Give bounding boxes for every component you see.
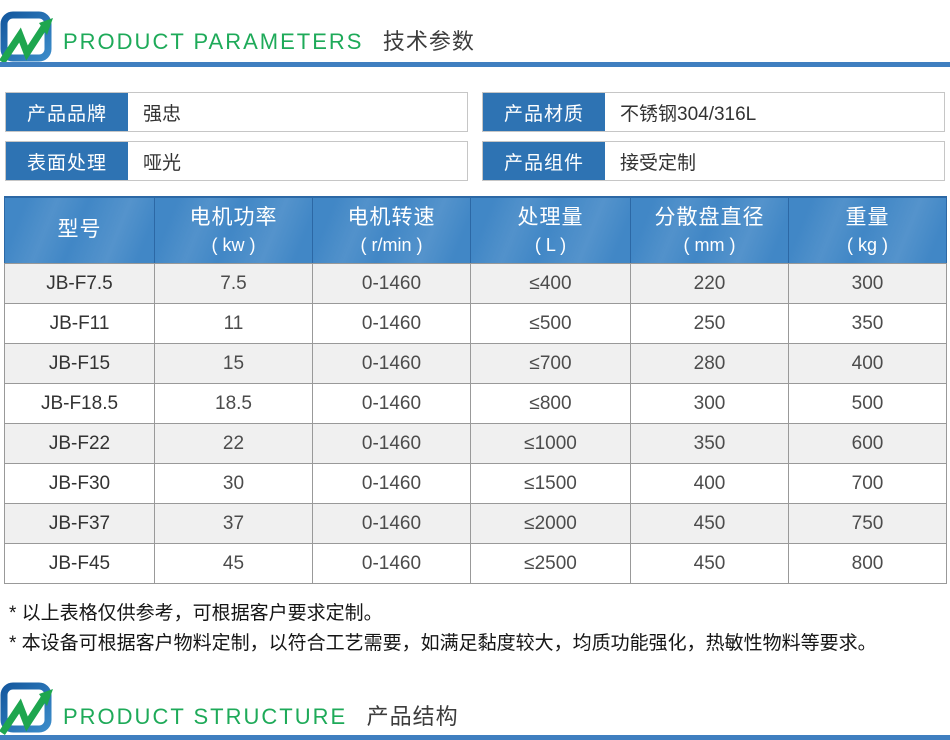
table-header-row: 型号 电机功率 ( kw ) 电机转速 ( r/min ) 处理量 ( L ) …	[4, 196, 947, 264]
table-cell: 0-1460	[312, 423, 471, 464]
table-cell: JB-F45	[4, 543, 155, 584]
info-field: 表面处理 哑光	[5, 141, 468, 181]
table-cell: 450	[630, 503, 789, 544]
info-field-label: 产品组件	[483, 142, 605, 180]
table-cell: 250	[630, 303, 789, 344]
table-cell: 450	[630, 543, 789, 584]
table-cell: 0-1460	[312, 463, 471, 504]
table-cell: 45	[154, 543, 313, 584]
section-divider-line	[0, 734, 950, 740]
table-row: JB-F11 11 0-1460 ≤500 250 350	[4, 303, 947, 344]
info-field: 产品品牌 强忠	[5, 92, 468, 132]
table-cell: 280	[630, 343, 789, 384]
table-cell: 11	[154, 303, 313, 344]
table-cell: ≤1000	[470, 423, 631, 464]
table-row: JB-F18.5 18.5 0-1460 ≤800 300 500	[4, 383, 947, 424]
spec-table-head: 型号 电机功率 ( kw ) 电机转速 ( r/min ) 处理量 ( L ) …	[4, 196, 947, 264]
info-grid: 产品品牌 强忠 产品材质 不锈钢304/316L 表面处理 哑光 产品组件 接受…	[5, 92, 945, 181]
table-cell: ≤400	[470, 263, 631, 304]
table-cell: ≤1500	[470, 463, 631, 504]
table-cell: 30	[154, 463, 313, 504]
table-cell: 18.5	[154, 383, 313, 424]
section-title-en: PRODUCT PARAMETERS	[63, 29, 364, 54]
table-header-cell: 型号	[4, 196, 155, 264]
table-cell: 400	[630, 463, 789, 504]
section-title-zh: 产品结构	[366, 703, 459, 729]
table-cell: 800	[788, 543, 947, 584]
table-cell: JB-F18.5	[4, 383, 155, 424]
table-cell: ≤500	[470, 303, 631, 344]
table-cell: ≤2500	[470, 543, 631, 584]
table-cell: 300	[788, 263, 947, 304]
info-field-label: 产品材质	[483, 93, 605, 131]
table-cell: 350	[788, 303, 947, 344]
info-field-value: 不锈钢304/316L	[620, 103, 757, 125]
section-divider-line	[0, 62, 950, 67]
table-cell: 7.5	[154, 263, 313, 304]
table-cell: JB-F22	[4, 423, 155, 464]
table-cell: ≤2000	[470, 503, 631, 544]
table-cell: 0-1460	[312, 263, 471, 304]
section-title: PRODUCT STRUCTURE 产品结构	[63, 703, 459, 729]
table-cell: 500	[788, 383, 947, 424]
info-field-value: 接受定制	[620, 152, 697, 174]
table-cell: 400	[788, 343, 947, 384]
info-field-value: 强忠	[143, 103, 182, 125]
table-cell: 0-1460	[312, 383, 471, 424]
table-cell: 37	[154, 503, 313, 544]
section-title-en: PRODUCT STRUCTURE	[63, 703, 348, 729]
brand-logo-icon	[0, 682, 53, 735]
table-cell: JB-F7.5	[4, 263, 155, 304]
info-field-value: 哑光	[143, 152, 182, 174]
table-cell: 15	[154, 343, 313, 384]
table-cell: 300	[630, 383, 789, 424]
table-header-cell: 重量 ( kg )	[788, 196, 947, 264]
table-header-cell: 处理量 ( L )	[470, 196, 631, 264]
info-field: 产品材质 不锈钢304/316L	[482, 92, 945, 132]
table-cell: ≤700	[470, 343, 631, 384]
brand-logo-icon	[0, 11, 53, 64]
footnote: * 以上表格仅供参考，可根据客户要求定制。	[9, 603, 383, 624]
table-row: JB-F15 15 0-1460 ≤700 280 400	[4, 343, 947, 384]
table-cell: JB-F15	[4, 343, 155, 384]
table-row: JB-F45 45 0-1460 ≤2500 450 800	[4, 543, 947, 584]
table-cell: 0-1460	[312, 503, 471, 544]
table-cell: 0-1460	[312, 343, 471, 384]
footnotes: * 以上表格仅供参考，可根据客户要求定制。 * 本设备可根据客户物料定制，以符合…	[9, 603, 950, 655]
info-field-label: 表面处理	[6, 142, 128, 180]
table-cell: 350	[630, 423, 789, 464]
table-cell: 0-1460	[312, 543, 471, 584]
table-header-cell: 电机功率 ( kw )	[154, 196, 313, 264]
section-header-parameters: PRODUCT PARAMETERS 技术参数	[0, 0, 950, 67]
section-header-structure: PRODUCT STRUCTURE 产品结构	[0, 680, 950, 740]
section-title: PRODUCT PARAMETERS 技术参数	[63, 31, 475, 53]
table-cell: 220	[630, 263, 789, 304]
table-header-cell: 电机转速 ( r/min )	[312, 196, 471, 264]
spec-table: 型号 电机功率 ( kw ) 电机转速 ( r/min ) 处理量 ( L ) …	[4, 196, 947, 584]
table-cell: JB-F37	[4, 503, 155, 544]
section-title-zh: 技术参数	[382, 29, 475, 54]
table-header-cell: 分散盘直径 ( mm )	[630, 196, 789, 264]
table-row: JB-F37 37 0-1460 ≤2000 450 750	[4, 503, 947, 544]
table-cell: JB-F30	[4, 463, 155, 504]
table-row: JB-F30 30 0-1460 ≤1500 400 700	[4, 463, 947, 504]
table-body: JB-F7.5 7.5 0-1460 ≤400 220 300 JB-F11 11 0-1460…	[4, 263, 947, 584]
table-cell: 600	[788, 423, 947, 464]
table-cell: ≤800	[470, 383, 631, 424]
table-cell: 700	[788, 463, 947, 504]
footnote: * 本设备可根据客户物料定制，以符合工艺需要，如满足黏度较大，均质功能强化，热敏…	[9, 632, 877, 654]
info-field-label: 产品品牌	[6, 93, 128, 131]
table-cell: 750	[788, 503, 947, 544]
info-field: 产品组件 接受定制	[482, 141, 945, 181]
table-row: JB-F7.5 7.5 0-1460 ≤400 220 300	[4, 263, 947, 304]
table-cell: 0-1460	[312, 303, 471, 344]
table-row: JB-F22 22 0-1460 ≤1000 350 600	[4, 423, 947, 464]
table-cell: 22	[154, 423, 313, 464]
table-cell: JB-F11	[4, 303, 155, 344]
